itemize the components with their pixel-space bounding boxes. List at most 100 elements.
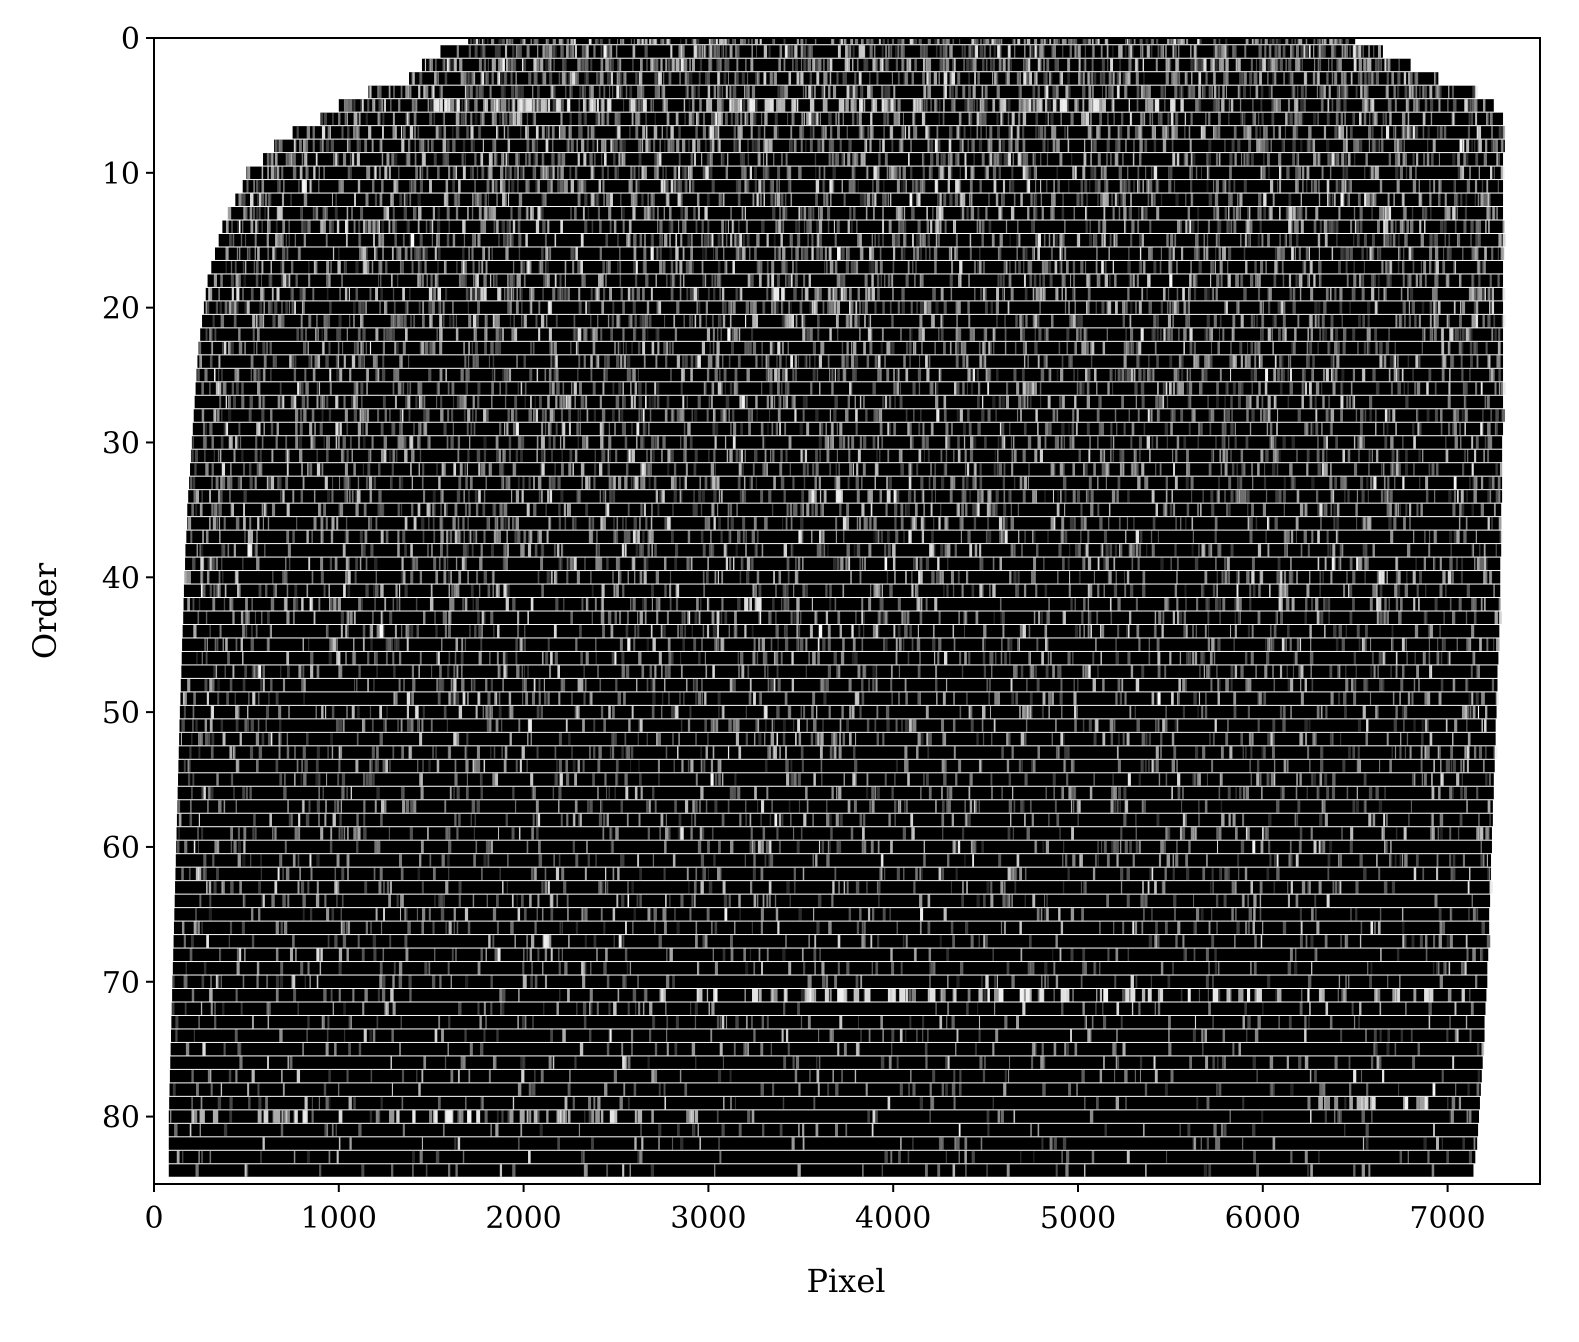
emission-line	[1008, 153, 1010, 166]
emission-line	[803, 220, 806, 233]
emission-line	[1394, 126, 1397, 139]
emission-line	[328, 274, 331, 287]
emission-line	[1383, 207, 1387, 220]
emission-line	[1117, 139, 1121, 153]
emission-line	[464, 274, 467, 287]
emission-line	[946, 38, 950, 45]
emission-line	[1168, 180, 1172, 193]
emission-line	[874, 233, 877, 247]
emission-line	[472, 166, 474, 180]
emission-line	[268, 193, 270, 207]
emission-line	[718, 193, 720, 207]
emission-line	[481, 166, 483, 180]
emission-line	[549, 72, 553, 85]
emission-line	[730, 112, 733, 126]
emission-line	[1091, 58, 1094, 72]
emission-line	[548, 58, 551, 72]
emission-line	[848, 139, 852, 153]
emission-line	[1401, 112, 1406, 126]
emission-line	[981, 85, 984, 99]
emission-line	[1298, 166, 1302, 180]
emission-line	[1088, 233, 1093, 247]
emission-line	[1007, 72, 1009, 85]
emission-line	[890, 274, 894, 287]
emission-line	[1244, 112, 1246, 126]
emission-line	[1478, 233, 1481, 247]
emission-line	[1007, 153, 1011, 166]
emission-line	[444, 139, 447, 153]
emission-line	[1218, 58, 1222, 72]
emission-line	[634, 193, 638, 207]
emission-line	[1165, 58, 1168, 72]
emission-line	[863, 99, 866, 112]
emission-line	[727, 38, 730, 45]
emission-line	[712, 126, 714, 139]
emission-line	[1170, 233, 1174, 247]
emission-line	[1387, 58, 1390, 72]
emission-line	[919, 180, 924, 193]
emission-line	[1101, 233, 1103, 247]
emission-line	[932, 287, 935, 301]
emission-line	[1313, 180, 1317, 193]
emission-line	[446, 207, 450, 220]
order-row	[263, 153, 1504, 166]
emission-line	[1143, 260, 1146, 274]
emission-line	[1184, 72, 1188, 85]
emission-line	[557, 153, 561, 166]
emission-line	[884, 58, 887, 72]
emission-line	[661, 85, 664, 99]
emission-line	[582, 274, 586, 287]
emission-line	[973, 99, 975, 112]
emission-line	[1322, 38, 1325, 45]
emission-line	[893, 166, 897, 180]
emission-line	[1167, 38, 1170, 45]
emission-line	[314, 260, 318, 274]
emission-line	[429, 99, 433, 112]
emission-line	[1156, 207, 1160, 220]
emission-line	[988, 193, 990, 207]
emission-line	[1213, 45, 1216, 58]
emission-line	[642, 126, 646, 139]
emission-line	[1268, 166, 1270, 180]
emission-line	[1082, 166, 1086, 180]
emission-line	[1206, 180, 1209, 193]
emission-line	[1289, 287, 1292, 301]
emission-line	[905, 274, 908, 287]
emission-line	[566, 38, 568, 45]
emission-line	[1130, 301, 1133, 314]
emission-line	[950, 247, 953, 260]
emission-line	[394, 220, 398, 233]
emission-line	[1105, 193, 1109, 207]
emission-line	[1297, 58, 1301, 72]
emission-line	[824, 260, 826, 274]
emission-line	[1405, 153, 1407, 166]
emission-line	[1095, 260, 1098, 274]
emission-line	[715, 112, 718, 126]
emission-line	[381, 153, 384, 166]
emission-line	[1090, 112, 1092, 126]
emission-line	[520, 126, 522, 139]
emission-line	[942, 58, 946, 72]
emission-line	[338, 180, 342, 193]
emission-line	[1331, 247, 1334, 260]
emission-line	[353, 112, 357, 126]
emission-line	[634, 99, 638, 112]
emission-line	[1422, 126, 1425, 139]
emission-line	[1411, 85, 1414, 99]
emission-line	[1263, 126, 1267, 139]
emission-line	[1489, 112, 1493, 126]
emission-line	[990, 38, 993, 45]
emission-line	[580, 180, 584, 193]
emission-line	[410, 233, 415, 247]
emission-line	[529, 207, 533, 220]
emission-line	[895, 166, 898, 180]
emission-line	[735, 45, 737, 58]
emission-line	[270, 301, 273, 314]
emission-line	[545, 58, 549, 72]
emission-line	[585, 58, 589, 72]
emission-line	[270, 153, 273, 166]
order-row-background	[207, 274, 1504, 287]
order-row-background	[203, 301, 1504, 314]
emission-line	[901, 301, 905, 314]
emission-line	[1040, 180, 1042, 193]
